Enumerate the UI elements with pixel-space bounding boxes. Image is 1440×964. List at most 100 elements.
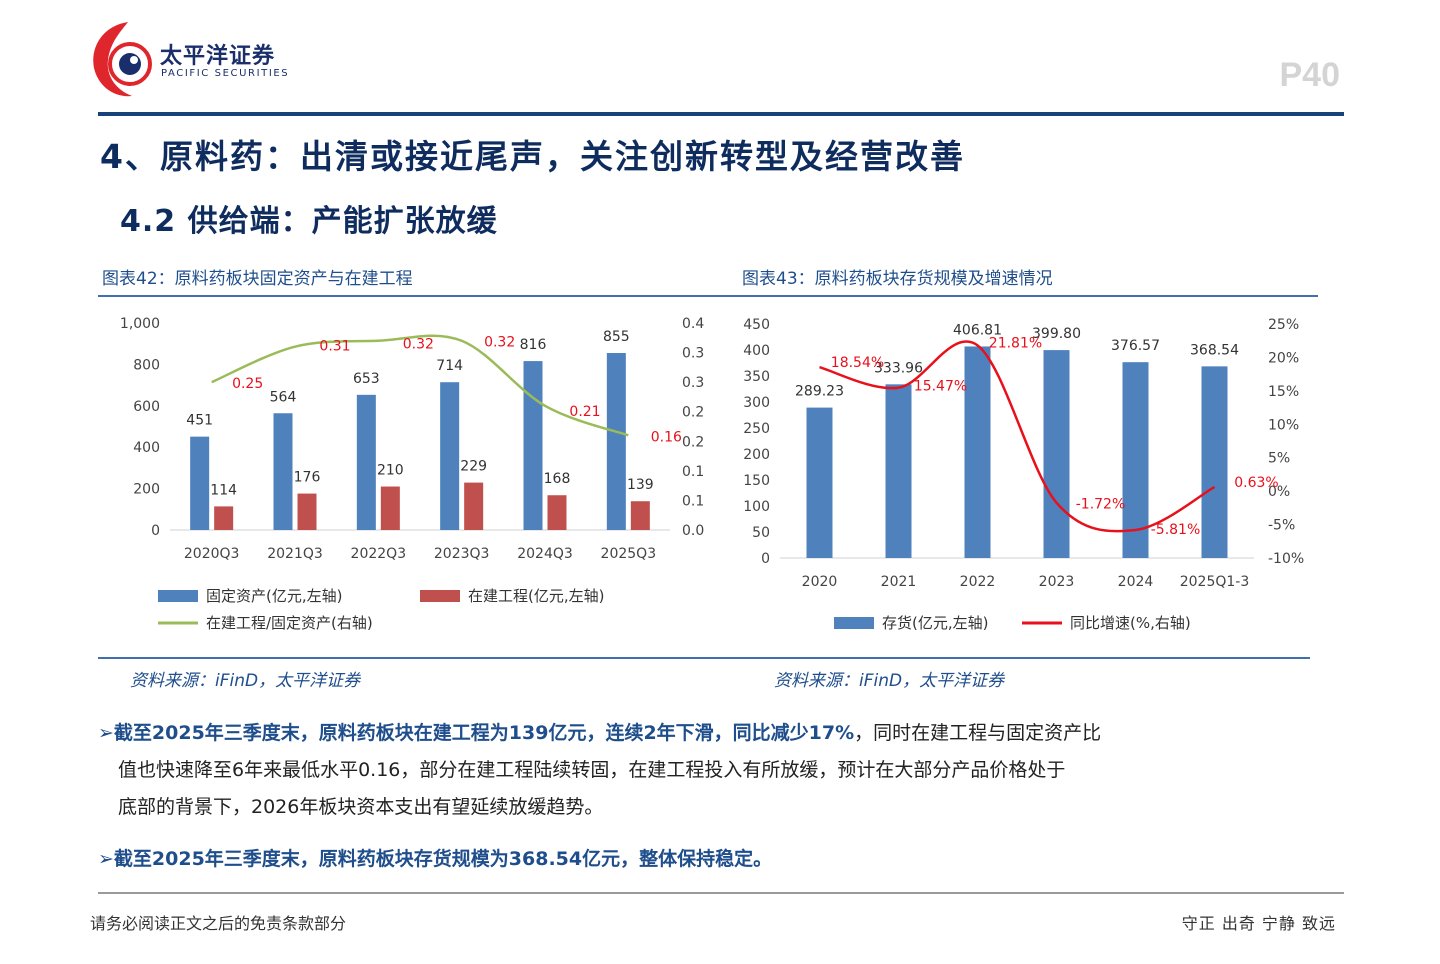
y-right-tick-label: 5% xyxy=(1268,451,1290,467)
legend-label: 在建工程(亿元,左轴) xyxy=(468,587,604,605)
bar xyxy=(1122,362,1149,558)
y-left-tick-label: 1,000 xyxy=(120,316,160,332)
line-data-label: 18.54% xyxy=(831,355,884,371)
bar xyxy=(356,394,376,530)
y-left-tick-label: 400 xyxy=(133,440,160,456)
bar xyxy=(523,361,543,530)
bar-data-label: 176 xyxy=(294,470,321,486)
legend-label: 在建工程/固定资产(右轴) xyxy=(206,614,373,632)
y-right-tick-label: 0.3 xyxy=(682,346,704,362)
line-data-label: 0.32 xyxy=(484,335,515,351)
y-left-tick-label: 100 xyxy=(743,499,770,515)
bar xyxy=(547,495,567,530)
x-tick-label: 2024Q3 xyxy=(517,546,573,562)
bullet-emphasis: 截至2025年三季度末，原料药板块存货规模为368.54亿元，整体保持稳定。 xyxy=(113,848,773,870)
bar-data-label: 229 xyxy=(460,459,487,475)
y-right-tick-label: 0.2 xyxy=(682,434,704,450)
legend-swatch xyxy=(420,590,460,602)
bar-data-label: 653 xyxy=(353,371,380,387)
series-line xyxy=(211,334,629,437)
legend-label: 存货(亿元,左轴) xyxy=(882,614,988,632)
bullet-text: 值也快速降至6年来最低水平0.16，部分在建工程陆续转固，在建工程投入有所放缓，… xyxy=(118,759,1066,781)
bar xyxy=(1043,350,1070,558)
y-left-tick-label: 450 xyxy=(743,317,770,333)
y-right-tick-label: -5% xyxy=(1268,518,1295,534)
line-data-label: -1.72% xyxy=(1076,497,1126,513)
figure-42-source: 资料来源：iFinD，太平洋证券 xyxy=(130,671,361,691)
line-data-label: 15.47% xyxy=(914,379,967,395)
y-left-tick-label: 0 xyxy=(151,523,160,539)
line-data-label: 0.25 xyxy=(232,376,263,392)
bar xyxy=(964,346,991,558)
x-tick-label: 2020Q3 xyxy=(184,546,240,562)
y-right-tick-label: 0.2 xyxy=(682,405,704,421)
x-tick-label: 2023Q3 xyxy=(434,546,490,562)
footer-disclaimer: 请务必阅读正文之后的免责条款部分 xyxy=(90,914,347,933)
bar xyxy=(1201,366,1228,558)
footer-motto: 守正 出奇 宁静 致远 xyxy=(1181,914,1336,933)
y-left-tick-label: 600 xyxy=(133,399,160,415)
bar-data-label: 333.96 xyxy=(874,360,923,376)
section-title: 4、原料药：出清或接近尾声，关注创新转型及经营改善 xyxy=(100,137,965,176)
y-left-tick-label: 800 xyxy=(133,357,160,373)
bar-data-label: 376.57 xyxy=(1111,338,1160,354)
bar xyxy=(464,482,484,530)
bullet-emphasis: 截至2025年三季度末，原料药板块在建工程为139亿元，连续2年下滑，同比减少1… xyxy=(113,722,855,744)
header-divider xyxy=(98,112,1344,116)
y-right-tick-label: 0.1 xyxy=(682,464,704,480)
y-right-tick-label: 0.1 xyxy=(682,493,704,509)
bar-data-label: 114 xyxy=(210,482,237,498)
bar xyxy=(190,436,210,530)
bar xyxy=(606,353,626,530)
footer-divider xyxy=(98,892,1344,894)
y-right-tick-label: 20% xyxy=(1268,350,1299,366)
bar xyxy=(380,486,400,530)
legend-swatch xyxy=(834,617,874,629)
y-right-tick-label: 0.4 xyxy=(682,316,704,332)
y-left-tick-label: 200 xyxy=(743,447,770,463)
bullet-paragraph-1: ➢截至2025年三季度末，原料药板块在建工程为139亿元，连续2年下滑，同比减少… xyxy=(98,715,1318,826)
line-data-label: 0.21 xyxy=(569,404,600,420)
bullet-marker: ➢ xyxy=(98,722,114,744)
series-line xyxy=(819,340,1216,533)
y-left-tick-label: 400 xyxy=(743,343,770,359)
x-tick-label: 2021Q3 xyxy=(267,546,323,562)
bar-data-label: 289.23 xyxy=(795,384,844,400)
bullet-text: ，同时在建工程与固定资产比 xyxy=(854,722,1102,744)
bar-data-label: 368.54 xyxy=(1190,342,1239,358)
y-left-tick-label: 250 xyxy=(743,421,770,437)
figure-43-title: 图表43：原料药板块存货规模及增速情况 xyxy=(742,269,1053,289)
bar-data-label: 139 xyxy=(627,477,654,493)
y-right-tick-label: 25% xyxy=(1268,317,1299,333)
company-logo xyxy=(93,22,152,97)
x-tick-label: 2021 xyxy=(881,574,917,590)
bullet-text: 底部的背景下，2026年板块资本支出有望延续放缓趋势。 xyxy=(118,796,604,818)
y-left-tick-label: 200 xyxy=(133,482,160,498)
subsection-title: 4.2 供给端：产能扩张放缓 xyxy=(120,204,498,239)
y-left-tick-label: 350 xyxy=(743,369,770,385)
x-tick-label: 2024 xyxy=(1118,574,1154,590)
x-tick-label: 2022 xyxy=(960,574,996,590)
bar-data-label: 406.81 xyxy=(953,322,1002,338)
line-data-label: 0.32 xyxy=(403,337,434,353)
brand-name-cn: 太平洋证券 xyxy=(160,44,276,69)
bullet-marker: ➢ xyxy=(98,848,114,870)
bar-data-label: 564 xyxy=(270,389,297,405)
line-data-label: 0.31 xyxy=(319,339,350,355)
bar xyxy=(214,506,234,530)
bar xyxy=(440,382,460,530)
x-tick-label: 2022Q3 xyxy=(351,546,407,562)
figure-bottom-divider xyxy=(98,657,1310,659)
bar-data-label: 451 xyxy=(186,413,213,429)
figure-43-source: 资料来源：iFinD，太平洋证券 xyxy=(774,671,1005,691)
fixed-assets-chart: 0 200 400 600 800 1,000 0.0 0.1 0.1 0.2 0.2 0.3 0.3 0… xyxy=(120,316,704,632)
x-tick-label: 2020 xyxy=(802,574,838,590)
y-right-tick-label: -10% xyxy=(1268,551,1304,567)
x-tick-label: 2025Q3 xyxy=(601,546,657,562)
bar-data-label: 714 xyxy=(436,358,463,374)
figure-top-divider xyxy=(98,295,1318,297)
x-tick-label: 2025Q1-3 xyxy=(1180,574,1250,590)
y-right-tick-label: 0.3 xyxy=(682,375,704,391)
y-right-tick-label: 0.0 xyxy=(682,523,704,539)
bar-data-label: 399.80 xyxy=(1032,326,1081,342)
